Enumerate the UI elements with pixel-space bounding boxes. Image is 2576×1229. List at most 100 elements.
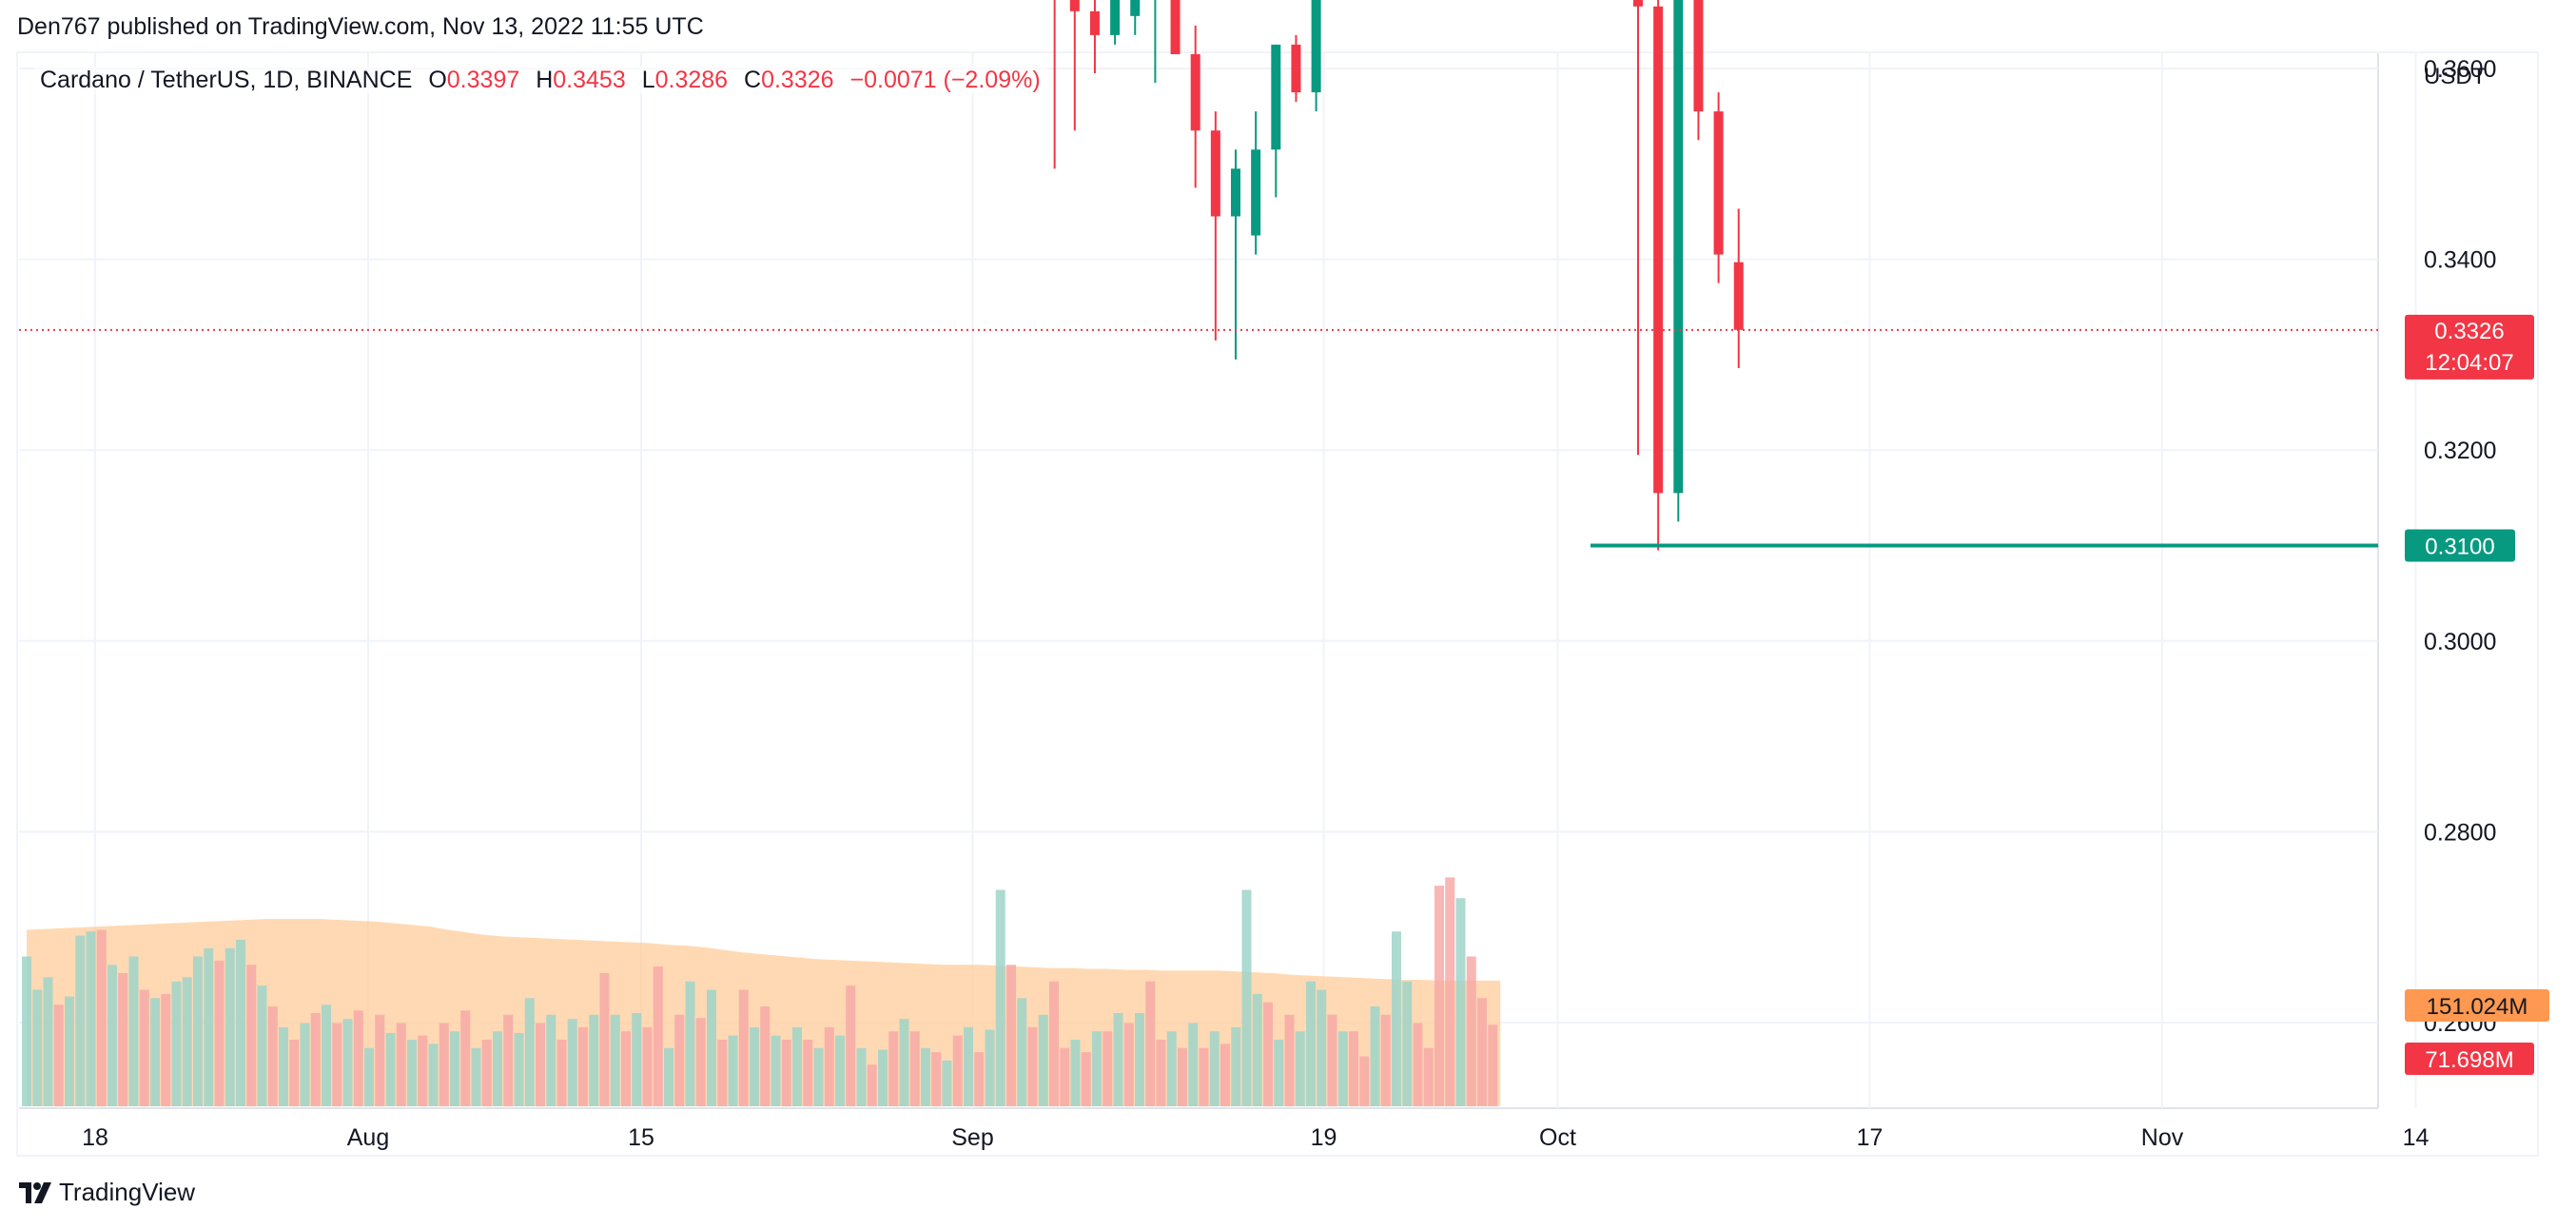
- volume-ma-tag: [2405, 989, 2549, 1022]
- change-value: −0.0071 (−2.09%): [849, 67, 1041, 93]
- volume-bar: [407, 1040, 417, 1106]
- volume-bar: [1434, 886, 1444, 1106]
- volume-bar: [1392, 931, 1401, 1106]
- tradingview-brand[interactable]: TradingView: [19, 1178, 195, 1207]
- volume-bar: [279, 1026, 288, 1106]
- volume-bar: [322, 1005, 331, 1106]
- volume-bar: [674, 1014, 685, 1106]
- volume-bar: [1488, 1024, 1498, 1106]
- volume-bar: [65, 996, 74, 1106]
- brand-name: TradingView: [59, 1178, 196, 1206]
- volume-last-value: 71.698M: [2425, 1047, 2513, 1073]
- volume-bar: [760, 1006, 771, 1106]
- support-price-tag: [2405, 529, 2515, 562]
- x-tick-label: Oct: [1539, 1124, 1576, 1151]
- volume-bar: [642, 1026, 653, 1106]
- volume-bar: [1295, 1031, 1305, 1106]
- volume-bar: [803, 1040, 813, 1106]
- volume-bar: [707, 989, 716, 1106]
- volume-bar: [1113, 1013, 1123, 1106]
- volume-bar: [578, 1026, 588, 1106]
- volume-bar: [1380, 1014, 1391, 1106]
- volume-bar: [942, 1060, 952, 1106]
- volume-bar: [1306, 981, 1316, 1106]
- volume-bar: [75, 935, 86, 1106]
- volume-bar: [96, 929, 107, 1106]
- volume-bar: [118, 973, 128, 1106]
- currency-label: USDT: [2424, 64, 2487, 89]
- volume-bar: [1209, 1031, 1220, 1106]
- volume-bar: [385, 1033, 396, 1106]
- volume-bar: [300, 1023, 310, 1106]
- candle-body: [1110, 0, 1121, 35]
- volume-bar: [728, 1035, 738, 1106]
- volume-bar: [685, 981, 695, 1106]
- volume-bar: [43, 977, 53, 1106]
- volume-bar: [503, 1014, 514, 1106]
- volume-bar: [524, 998, 535, 1106]
- volume-bar: [888, 1031, 899, 1106]
- candle-body: [1311, 0, 1321, 93]
- y-tick-label: 0.2800: [2424, 819, 2496, 846]
- volume-bar: [1188, 1023, 1199, 1106]
- volume-bar: [139, 989, 149, 1106]
- volume-bar: [1327, 1014, 1337, 1106]
- volume-bar: [214, 960, 224, 1106]
- volume-bar: [974, 1052, 985, 1106]
- volume-bar: [931, 1052, 942, 1106]
- volume-bar: [1103, 1031, 1113, 1106]
- candle-body: [1069, 0, 1080, 11]
- volume-ma-value: 151.024M: [2427, 994, 2528, 1020]
- volume-bar: [1274, 1040, 1284, 1106]
- volume-bar: [985, 1029, 995, 1106]
- volume-bar: [856, 1047, 867, 1106]
- volume-bar: [1337, 1031, 1348, 1106]
- volume-bar: [471, 1047, 481, 1106]
- volume-bar: [460, 1010, 471, 1106]
- volume-bar: [546, 1014, 556, 1106]
- x-tick-label: 17: [1857, 1124, 1883, 1151]
- volume-bar: [632, 1013, 642, 1106]
- volume-bar: [1263, 1002, 1273, 1106]
- volume-bar: [846, 985, 856, 1106]
- volume-bar: [835, 1035, 845, 1106]
- volume-bar: [375, 1014, 385, 1106]
- close-label: C: [744, 67, 762, 93]
- volume-bar: [878, 1049, 888, 1106]
- volume-bar: [717, 1040, 728, 1106]
- volume-bar: [150, 998, 160, 1106]
- volume-bar: [621, 1031, 631, 1106]
- high-value: 0.3453: [553, 67, 626, 93]
- last-price-value: 0.3326: [2434, 319, 2504, 344]
- volume-bar: [257, 985, 267, 1106]
- publish-header: Den767 published on TradingView.com, Nov…: [17, 13, 704, 40]
- volume-bar: [1135, 1013, 1144, 1106]
- candle-body: [1693, 0, 1704, 112]
- candle-body: [1713, 111, 1724, 255]
- symbol-legend[interactable]: Cardano / TetherUS, 1D, BINANCE O0.3397 …: [34, 67, 1046, 94]
- volume-bar: [171, 981, 182, 1106]
- y-tick-label: 0.3000: [2424, 629, 2496, 655]
- volume-bar: [1060, 1047, 1070, 1106]
- x-tick-label: Sep: [951, 1124, 993, 1151]
- high-label: H: [536, 67, 554, 93]
- candle-body: [1210, 130, 1220, 217]
- volume-bar: [289, 1040, 300, 1106]
- volume-bar: [664, 1047, 673, 1106]
- volume-bar: [161, 993, 171, 1106]
- volume-bar: [1349, 1031, 1358, 1106]
- volume-bar: [909, 1031, 920, 1106]
- volume-bar: [493, 1031, 502, 1106]
- low-label: L: [641, 67, 655, 93]
- x-tick-label: 15: [628, 1124, 654, 1151]
- volume-bar: [1241, 889, 1252, 1106]
- volume-bar: [781, 1040, 791, 1106]
- volume-last-tag: [2405, 1043, 2534, 1075]
- volume-bar: [1156, 1040, 1166, 1106]
- x-tick-label: 18: [82, 1124, 108, 1151]
- open-label: O: [428, 67, 447, 93]
- volume-bar: [792, 1026, 802, 1106]
- volume-bar: [1284, 1014, 1295, 1106]
- volume-bar: [310, 1013, 321, 1106]
